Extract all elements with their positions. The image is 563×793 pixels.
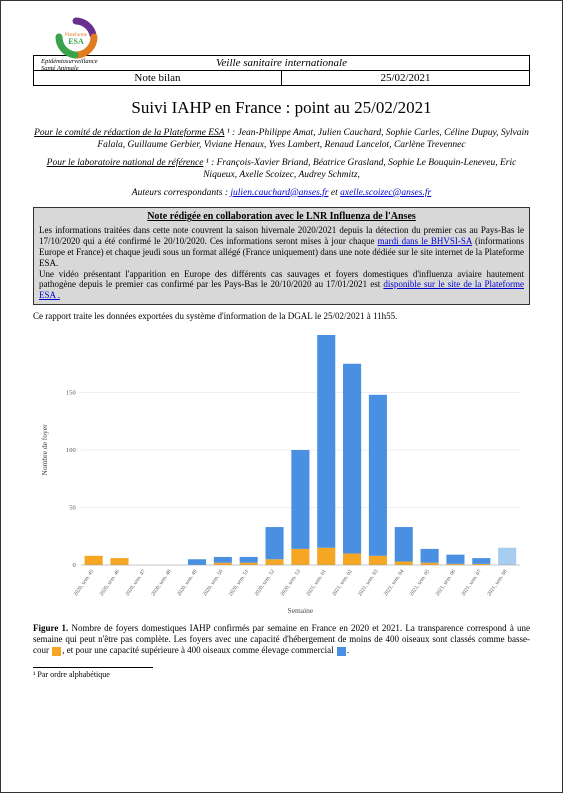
page-title: Suivi IAHP en France : point au 25/02/20… [33,98,530,118]
committee-label: Pour le comité de rédaction de la Platef… [34,128,224,138]
svg-text:2020, sem. 49: 2020, sem. 49 [176,568,199,597]
svg-text:2021, sem. 04: 2021, sem. 04 [383,568,406,597]
svg-text:2020, sem. 50: 2020, sem. 50 [202,568,225,597]
svg-text:50: 50 [69,504,75,511]
note-box-p1: Les informations traitées dans cette not… [39,225,524,268]
figure-1-caption: Figure 1. Nombre de foyers domestiques I… [33,623,530,657]
svg-text:2021, sem. 02: 2021, sem. 02 [331,568,354,597]
authors-paragraph: Auteurs correspondants : julien.cauchard… [33,188,530,200]
bhvsi-link[interactable]: mardi dans le BHVSI-SA [378,236,472,246]
svg-text:2021, sem. 08: 2021, sem. 08 [486,568,509,597]
header-date: 25/02/2021 [282,71,530,86]
email-link-1[interactable]: julien.cauchard@anses.fr [230,188,328,198]
svg-text:2020, sem. 51: 2020, sem. 51 [228,568,251,597]
note-box-p2: Une vidéo présentant l'apparition en Eur… [39,269,524,301]
svg-text:2020, sem. 45: 2020, sem. 45 [73,568,96,597]
lab-paragraph: Pour le laboratoire national de référenc… [33,158,530,182]
lab-label: Pour le laboratoire national de référenc… [47,158,204,168]
svg-text:2020, sem. 47: 2020, sem. 47 [125,568,148,597]
svg-text:2021, sem. 05: 2021, sem. 05 [409,568,432,597]
esa-logo: Plateforme ESA [41,15,111,63]
basse-cour-swatch [52,647,61,656]
svg-text:2020, sem. 48: 2020, sem. 48 [150,568,173,597]
svg-text:Semaine: Semaine [288,606,314,615]
svg-text:2021, sem. 03: 2021, sem. 03 [357,568,380,597]
export-info-line: Ce rapport traite les données exportées … [33,311,530,321]
svg-text:0: 0 [73,562,76,569]
footnote-1: ¹ Par ordre alphabétique [33,670,530,679]
svg-text:ESA: ESA [68,37,84,46]
svg-text:2021, sem. 01: 2021, sem. 01 [305,568,328,597]
svg-text:150: 150 [66,389,76,396]
svg-text:Nombre de foyer: Nombre de foyer [40,424,49,476]
svg-text:100: 100 [66,447,76,454]
email-link-2[interactable]: axelle.scoizec@anses.fr [340,188,431,198]
note-box-title: Note rédigée en collaboration avec le LN… [39,211,524,223]
elevage-swatch [337,647,346,656]
svg-text:2021, sem. 06: 2021, sem. 06 [435,568,458,597]
svg-text:2021, sem. 07: 2021, sem. 07 [460,568,483,597]
svg-text:2020, sem. 52: 2020, sem. 52 [254,568,277,597]
svg-text:2020, sem. 46: 2020, sem. 46 [99,568,122,597]
committee-paragraph: Pour le comité de rédaction de la Platef… [33,128,530,152]
footnote-separator [33,667,153,668]
collaboration-note-box: Note rédigée en collaboration avec le LN… [33,207,530,305]
weekly-foyers-chart: 050100150Nombre de foyer2020, sem. 45202… [33,327,530,617]
org-subtext: Epidémiosurveillance Santé Animale [41,59,98,73]
header-note-bilan: Note bilan [34,71,282,86]
svg-text:2020, sem. 53: 2020, sem. 53 [280,568,303,597]
